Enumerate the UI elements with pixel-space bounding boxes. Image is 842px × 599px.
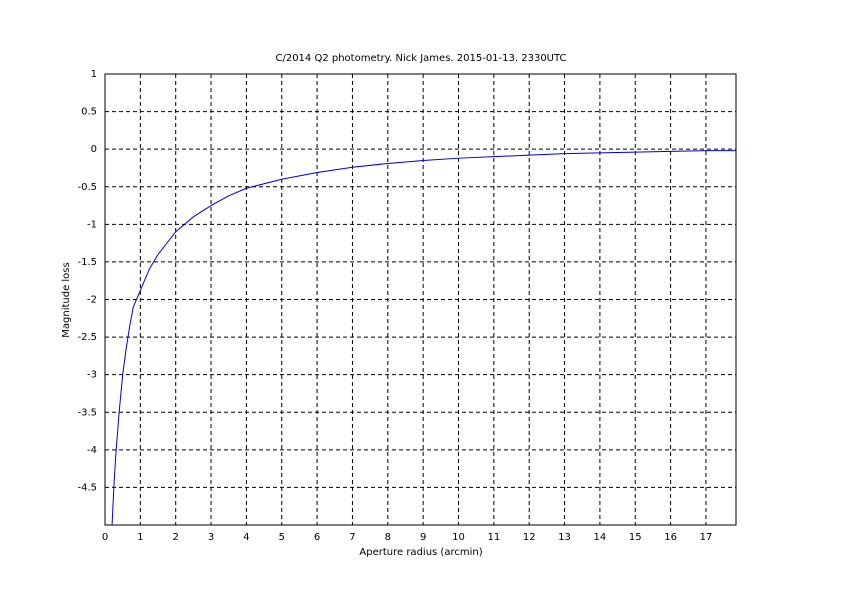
x-tick-label: 12 [523,532,536,543]
y-tick-label: 1 [91,69,97,80]
y-tick-label: -3 [87,370,97,381]
chart-title: C/2014 Q2 photometry. Nick James. 2015-0… [275,53,566,64]
x-tick-label: 10 [452,532,465,543]
y-tick-label: 0 [91,144,97,155]
plot-frame [104,73,737,526]
y-tick-label: -4.5 [77,482,97,493]
x-tick-label: 0 [102,532,108,543]
y-tick-label: -1.5 [77,257,97,268]
y-axis-label: Magnitude loss [61,262,72,337]
x-tick-label: 2 [173,532,179,543]
x-tick-label: 9 [420,532,426,543]
y-tick-label: -0.5 [77,182,97,193]
x-tick-label: 13 [558,532,571,543]
x-tick-label: 16 [664,532,677,543]
x-tick-label: 4 [243,532,249,543]
y-tick-label: -2 [87,295,97,306]
x-tick-label: 5 [279,532,285,543]
x-tick-label: 11 [487,532,500,543]
x-tick-label: 8 [385,532,391,543]
x-tick-label: 17 [700,532,713,543]
data-line [111,150,736,526]
y-tick-label: -3.5 [77,407,97,418]
x-tick-label: 14 [594,532,607,543]
y-tick-label: -1 [87,219,97,230]
y-tick-label: -4 [87,445,97,456]
y-tick-label: 0.5 [81,107,97,118]
x-tick-label: 3 [208,532,214,543]
y-tick-label: -2.5 [77,332,97,343]
x-axis-label: Aperture radius (arcmin) [359,547,482,558]
x-tick-label: 15 [629,532,642,543]
x-tick-label: 1 [137,532,143,543]
x-tick-label: 7 [349,532,355,543]
x-tick-label: 6 [314,532,320,543]
